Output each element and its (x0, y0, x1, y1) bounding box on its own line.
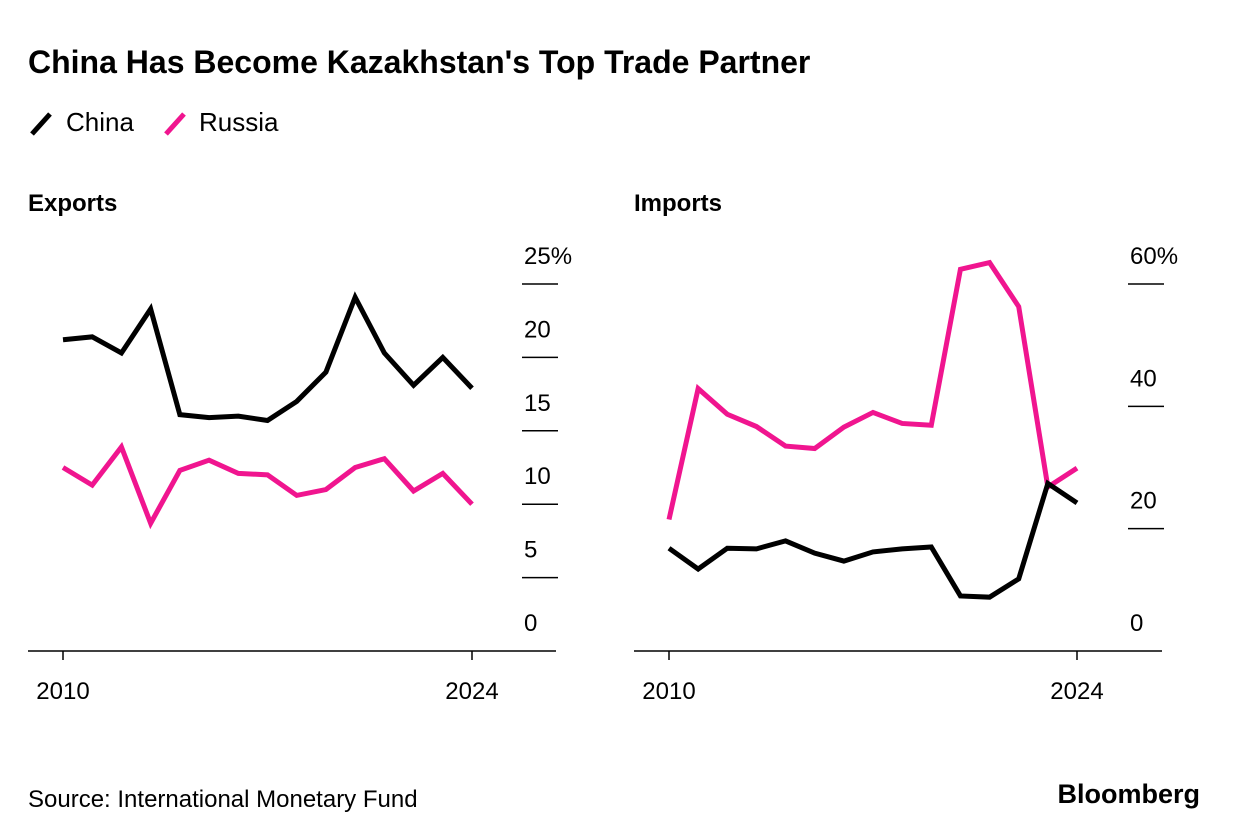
y-tick-label: 15 (524, 390, 551, 417)
legend-label: Russia (199, 107, 279, 137)
x-tick-label: 2010 (36, 678, 89, 705)
y-tick-label: 5 (524, 537, 537, 564)
series-line (62, 291, 474, 424)
brand: Bloomberg (1057, 779, 1200, 809)
y-tick-label: 10 (524, 463, 551, 490)
x-tick-label: 2024 (445, 678, 498, 705)
x-tick-label: 2010 (642, 678, 695, 705)
y-tick-label: 40 (1130, 365, 1157, 392)
y-tick-label: 20 (1130, 488, 1157, 515)
legend-swatch (30, 112, 52, 136)
x-tick-label: 2024 (1050, 678, 1103, 705)
y-tick-label: 0 (1130, 610, 1143, 637)
panel-title: Imports (634, 190, 722, 217)
chart-title: China Has Become Kazakhstan's Top Trade … (28, 44, 810, 80)
y-tick-label: 20 (524, 316, 551, 343)
y-tick-label: 25% (524, 243, 572, 270)
series-line (667, 479, 1079, 600)
series-line (666, 259, 1079, 521)
legend-swatch (164, 112, 186, 136)
legend-label: China (66, 107, 134, 137)
y-tick-label: 0 (524, 610, 537, 637)
panel-title: Exports (28, 190, 117, 217)
y-tick-label: 60% (1130, 243, 1178, 270)
source: Source: International Monetary Fund (28, 786, 418, 813)
series-line (61, 441, 474, 530)
